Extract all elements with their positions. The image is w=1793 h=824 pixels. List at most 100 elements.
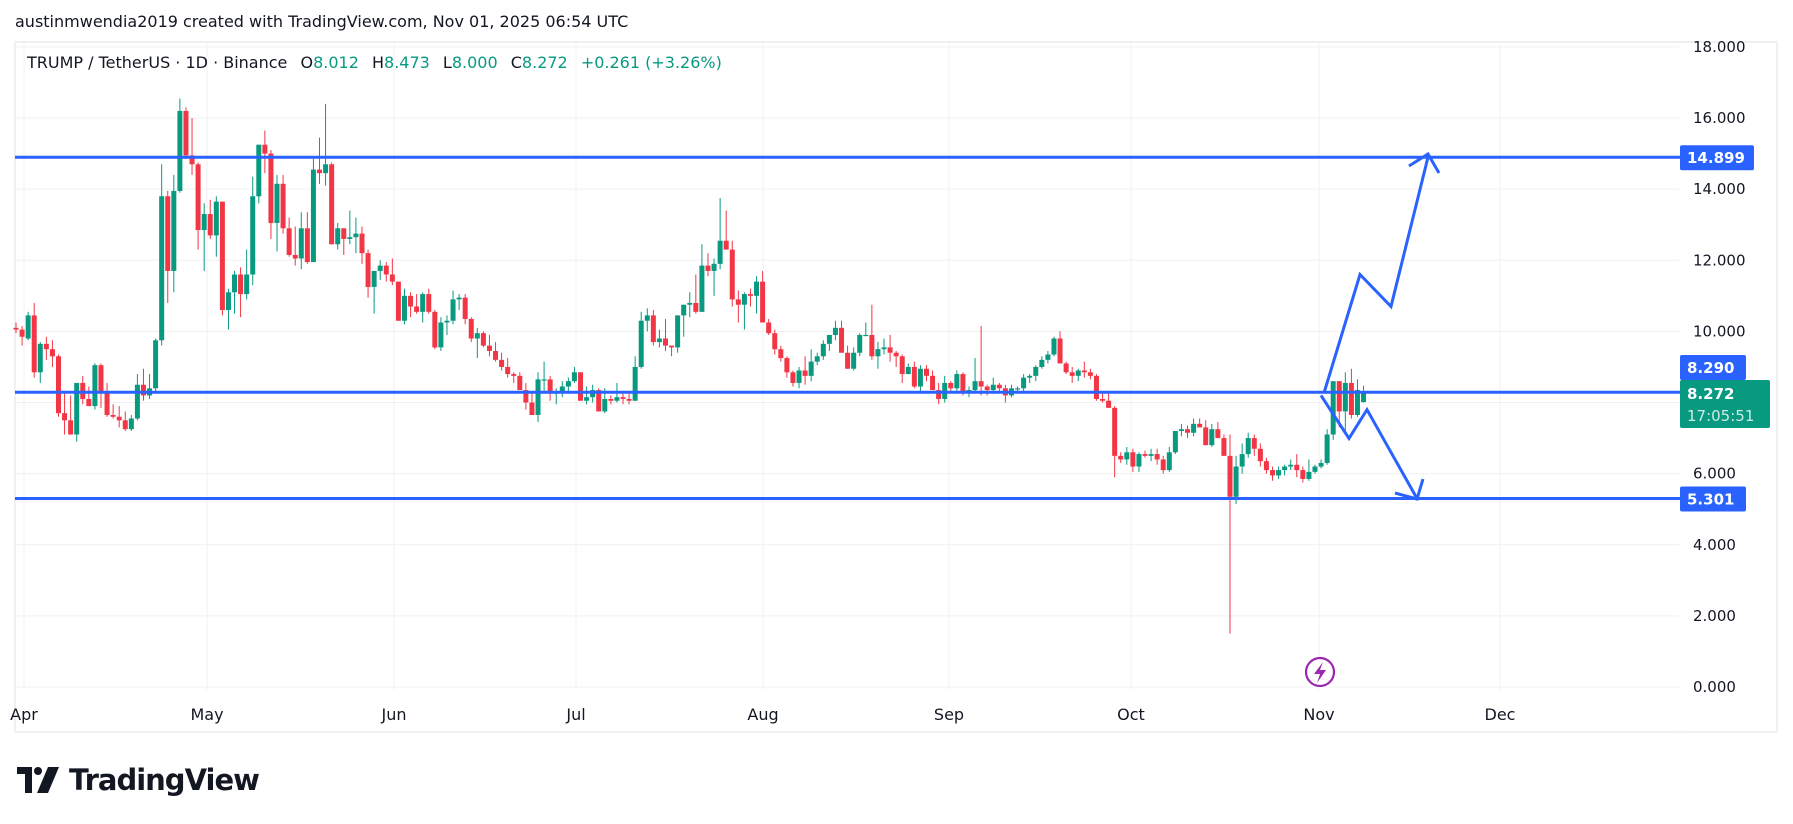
candle-body — [1027, 375, 1033, 378]
candle-body — [1269, 470, 1275, 476]
candle — [675, 315, 681, 353]
candle — [808, 349, 814, 382]
candle — [948, 381, 954, 392]
candle — [232, 270, 238, 314]
candle-body — [662, 338, 668, 346]
candle-body — [408, 295, 414, 307]
candle — [359, 226, 365, 264]
close-label: C — [510, 53, 522, 72]
candle — [1203, 420, 1209, 446]
candle — [426, 288, 432, 314]
candle — [772, 329, 778, 355]
candle — [802, 356, 808, 385]
price-axis[interactable]: 18.000 16.000 14.000 12.000 10.000 6.000 4.000… — [1680, 38, 1770, 696]
candle-body — [960, 374, 966, 392]
candle-body — [790, 372, 796, 383]
candle-body — [1306, 471, 1312, 479]
horizontal-levels[interactable] — [15, 155, 1680, 500]
price-level-tag[interactable] — [1680, 486, 1746, 512]
candle-body — [881, 347, 887, 350]
candle-body — [1093, 375, 1099, 399]
candle — [911, 361, 917, 389]
close-value: 8.272 — [521, 53, 568, 72]
candle — [244, 249, 250, 300]
bearish-scenario-path[interactable] — [1319, 394, 1419, 500]
candle-body — [1282, 466, 1288, 471]
candle — [274, 174, 280, 252]
candle — [1306, 459, 1312, 481]
bullish-scenario-path[interactable] — [1322, 156, 1430, 394]
projection-arrows[interactable] — [1319, 151, 1441, 501]
candle — [1172, 430, 1178, 455]
candle-body — [766, 322, 772, 334]
candle-body — [1263, 461, 1269, 471]
candle — [19, 326, 25, 346]
candle-body — [717, 240, 723, 264]
candle — [1263, 457, 1269, 474]
candle — [638, 311, 644, 369]
candle — [571, 366, 577, 383]
candle — [80, 375, 86, 405]
candle-body — [280, 183, 286, 229]
candle-body — [1045, 354, 1051, 360]
candle-body — [693, 302, 699, 312]
candle-body — [772, 333, 778, 350]
candle — [317, 137, 322, 184]
candle-body — [213, 201, 219, 236]
candle — [408, 292, 414, 318]
candle-body — [414, 306, 420, 312]
candle-body — [238, 274, 244, 295]
candle — [1112, 406, 1118, 478]
candle-body — [468, 318, 474, 339]
candle-body — [523, 390, 529, 403]
candle — [917, 365, 923, 394]
tradingview-logo[interactable]: TradingView — [17, 763, 260, 797]
candle-body — [1221, 438, 1227, 456]
candle-body — [1100, 398, 1106, 401]
candle-body — [1294, 464, 1300, 471]
candle-body — [1130, 452, 1136, 467]
price-tick-label: 16.000 — [1693, 109, 1746, 127]
candle — [165, 190, 171, 303]
event-marker[interactable] — [1304, 656, 1336, 688]
candle — [754, 276, 760, 314]
last-price-tag[interactable] — [1680, 380, 1770, 428]
price-level-tag[interactable] — [1680, 145, 1754, 171]
candle-body — [456, 297, 462, 300]
candle — [535, 372, 541, 423]
candle-body — [699, 265, 705, 312]
candle-body — [1178, 429, 1184, 431]
candle — [584, 386, 590, 405]
candle — [1209, 423, 1215, 447]
candle — [280, 174, 286, 234]
candle-body — [1312, 466, 1318, 472]
high-value: 8.473 — [384, 53, 430, 72]
candle — [1033, 365, 1039, 382]
candle-body — [535, 379, 541, 415]
candle-body — [365, 253, 371, 287]
candle-body — [353, 233, 359, 238]
candle-body — [335, 228, 341, 245]
candle — [377, 260, 383, 280]
candle-body — [444, 320, 450, 323]
candle — [262, 130, 268, 174]
candle-body — [474, 333, 480, 339]
candle-body — [517, 375, 523, 391]
candle-body — [1251, 438, 1257, 449]
candle-body — [1057, 338, 1063, 364]
candle-body — [122, 420, 128, 430]
candle — [335, 222, 341, 250]
low-value: 8.000 — [451, 53, 498, 72]
candle-body — [529, 402, 535, 415]
time-axis[interactable]: Apr May Jun Jul Aug Sep Oct Nov Dec — [10, 705, 1515, 724]
candle-body — [1112, 407, 1118, 456]
candle-body — [711, 263, 717, 271]
candle — [401, 288, 407, 325]
candle — [201, 203, 207, 271]
price-level-tag[interactable] — [1680, 355, 1746, 380]
candle — [1294, 454, 1300, 478]
candle-body — [1160, 459, 1166, 471]
candle-body — [559, 386, 565, 392]
candle — [1227, 434, 1233, 634]
